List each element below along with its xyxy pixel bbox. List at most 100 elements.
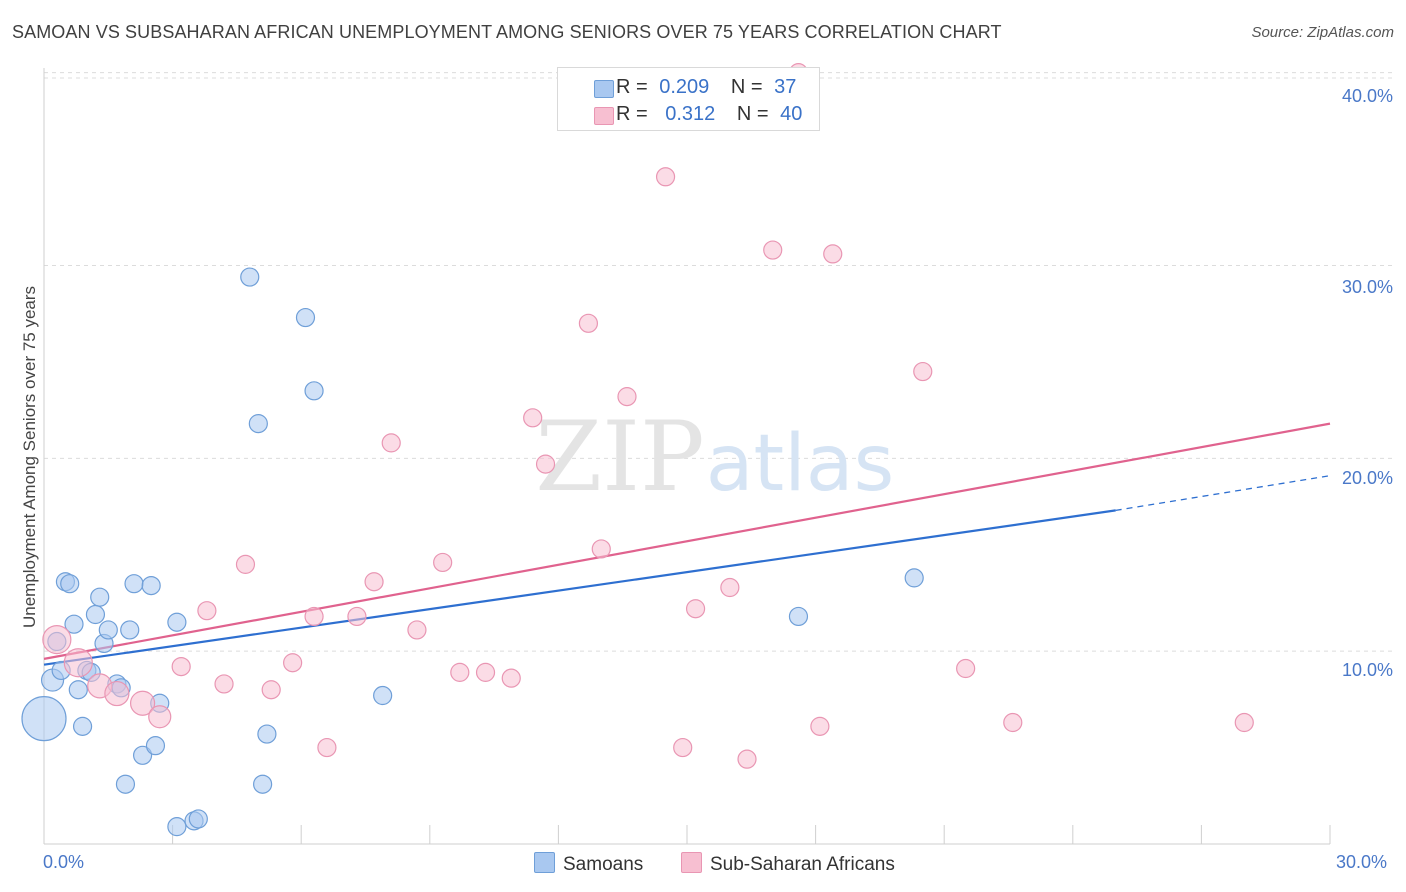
- data-point-pink: [823, 244, 843, 264]
- data-point-blue: [141, 575, 161, 596]
- data-point-pink: [685, 599, 706, 619]
- x-tick-label-min: 0.0%: [43, 852, 85, 872]
- legend-swatch-blue: [594, 80, 614, 98]
- legend-n-value: 37: [774, 76, 797, 98]
- data-point-blue: [60, 574, 80, 594]
- y-tick-label-10: 10.0%: [1341, 660, 1393, 680]
- data-point-blue: [373, 685, 393, 706]
- data-point-pink: [129, 690, 156, 716]
- data-point-blue: [21, 696, 67, 742]
- data-point-blue: [68, 680, 88, 700]
- legend-row-subsaharan: R = 0.312 N = 40: [594, 103, 803, 126]
- data-point-pink: [63, 648, 93, 678]
- data-point-pink: [364, 572, 384, 592]
- bottom-legend-label: Samoans: [563, 854, 644, 875]
- data-point-pink: [475, 662, 496, 682]
- data-point-pink: [913, 361, 933, 382]
- watermark-atlas: atlas: [706, 419, 895, 509]
- legend-r-label: R =: [616, 103, 648, 125]
- data-point-blue: [295, 307, 316, 328]
- y-tick-label-20: 20.0%: [1341, 468, 1393, 488]
- data-point-blue: [253, 774, 273, 794]
- data-point-blue: [167, 612, 187, 632]
- watermark: ZIP atlas: [535, 401, 894, 513]
- bottom-legend-swatch-pink: [681, 852, 702, 873]
- data-point-pink: [317, 737, 337, 758]
- data-point-pink: [214, 674, 234, 694]
- data-point-pink: [578, 313, 599, 333]
- data-point-pink: [283, 653, 303, 673]
- data-point-pink: [42, 624, 72, 655]
- data-point-pink: [407, 620, 427, 640]
- data-point-blue: [132, 745, 153, 765]
- trend-lines: [43, 422, 1331, 666]
- data-point-blue: [64, 614, 84, 634]
- data-point-pink: [148, 705, 172, 729]
- watermark-zip: ZIP: [535, 401, 704, 513]
- trend-line-pink: [43, 422, 1331, 660]
- data-point-pink: [433, 552, 453, 573]
- chart-title: SAMOAN VS SUBSAHARAN AFRICAN UNEMPLOYMEN…: [12, 22, 1002, 42]
- data-point-pink: [591, 539, 611, 559]
- x-tick-label-max: 30.0%: [1336, 852, 1388, 872]
- data-point-pink: [104, 680, 130, 707]
- data-point-blue: [248, 414, 268, 434]
- data-point-pink: [763, 240, 783, 260]
- legend-row-samoans: R = 0.209 N = 37: [594, 76, 797, 99]
- y-tick-label-40: 40.0%: [1341, 86, 1393, 106]
- bottom-legend-label: Sub-Saharan Africans: [710, 854, 895, 875]
- data-point-blue: [188, 809, 208, 829]
- data-point-blue: [124, 574, 144, 594]
- legend-swatch-pink: [594, 107, 614, 125]
- bottom-legend-samoans: Samoans: [534, 852, 643, 876]
- data-point-pink: [535, 454, 556, 474]
- data-point-pink: [523, 408, 543, 428]
- data-point-pink: [617, 387, 637, 407]
- data-point-pink: [261, 680, 281, 700]
- data-point-blue: [120, 620, 140, 640]
- data-point-blue: [257, 724, 277, 744]
- data-point-pink: [673, 737, 693, 758]
- legend-r-label: R =: [616, 76, 648, 98]
- data-point-pink: [381, 433, 401, 453]
- legend-n-value: 40: [780, 103, 803, 125]
- bottom-legend-subsaharan: Sub-Saharan Africans: [681, 852, 895, 876]
- data-point-pink: [720, 577, 740, 598]
- legend-r-value: 0.312: [665, 103, 716, 125]
- trend-line-extension-blue: [1115, 475, 1331, 512]
- data-point-pink: [501, 668, 521, 688]
- data-point-blue: [145, 736, 166, 756]
- data-point-blue: [115, 774, 136, 794]
- trend-line-blue: [43, 509, 1116, 666]
- data-points: [21, 63, 1254, 837]
- data-point-blue: [240, 267, 260, 287]
- legend-n-label: N =: [736, 103, 769, 125]
- data-point-blue: [167, 817, 187, 837]
- data-point-pink: [347, 606, 367, 627]
- bottom-legend-swatch-blue: [534, 852, 555, 873]
- legend-n-label: N =: [730, 76, 763, 98]
- data-point-pink: [197, 601, 217, 621]
- data-point-blue: [788, 606, 809, 627]
- data-point-blue: [72, 716, 93, 736]
- data-point-pink: [956, 658, 976, 679]
- data-point-pink: [235, 554, 256, 574]
- source-label: Source: ZipAtlas.com: [1251, 24, 1394, 41]
- data-point-blue: [90, 587, 110, 607]
- data-point-pink: [171, 656, 191, 677]
- data-point-pink: [1234, 712, 1254, 733]
- data-point-pink: [737, 749, 757, 769]
- data-point-pink: [810, 716, 830, 736]
- data-point-blue: [85, 604, 106, 625]
- data-point-blue: [304, 381, 324, 401]
- data-point-blue: [904, 568, 924, 588]
- data-point-pink: [655, 167, 676, 187]
- data-point-pink: [450, 662, 470, 682]
- y-tick-label-30: 30.0%: [1341, 277, 1393, 297]
- data-point-blue: [98, 620, 118, 640]
- data-point-pink: [1003, 712, 1023, 733]
- correlation-legend: R = 0.209 N = 37 R = 0.312 N = 40: [557, 67, 820, 131]
- legend-r-value: 0.209: [659, 76, 710, 98]
- data-point-pink: [304, 606, 324, 627]
